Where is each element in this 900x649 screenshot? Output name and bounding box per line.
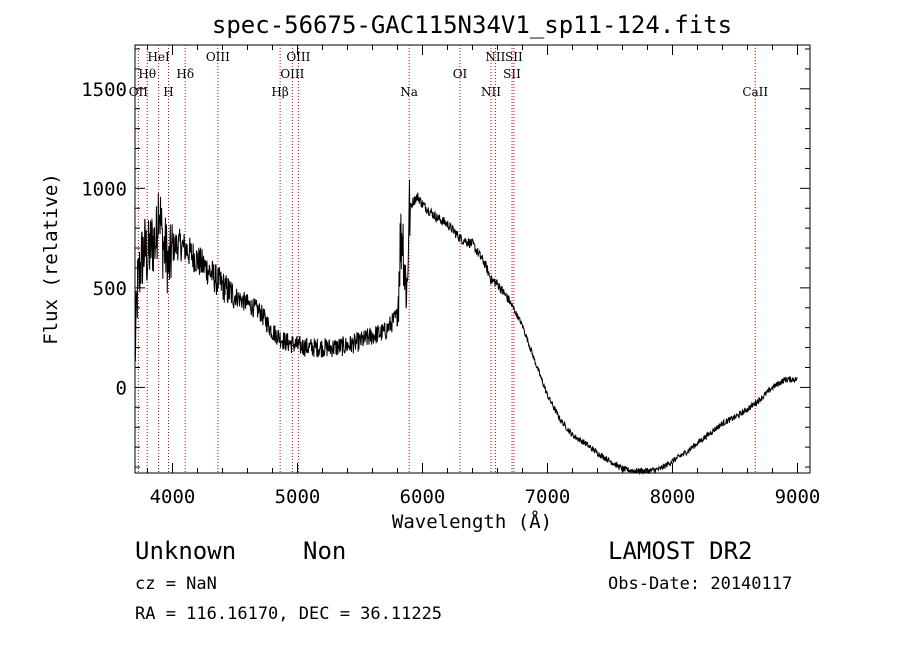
line-label-5: OIII	[206, 50, 230, 64]
x-tick-label-1: 5000	[275, 486, 321, 508]
y-tick-label-3: 1500	[81, 79, 127, 101]
object-class: Unknown	[135, 537, 236, 565]
y-tick-label-2: 1000	[81, 178, 127, 200]
line-label-11: NII	[481, 85, 501, 99]
coordinates-text: RA = 116.16170, DEC = 36.11225	[135, 604, 442, 624]
obs-date-text: Obs-Date: 20140117	[608, 574, 792, 594]
line-label-1: Hθ	[138, 67, 156, 81]
line-label-3: H	[163, 85, 173, 99]
line-label-13: SII	[503, 67, 521, 81]
y-tick-label-0: 0	[116, 377, 127, 399]
y-tick-label-1: 500	[93, 278, 127, 300]
spectrum-series	[134, 179, 798, 476]
line-markers: OIIHθHeIHHδOIIIHβOIIIOIIINaOINIINIISIISI…	[129, 45, 768, 473]
survey-name: LAMOST DR2	[608, 537, 753, 565]
x-axis-title: Wavelength (Å)	[392, 510, 552, 533]
line-label-14: SII	[505, 50, 523, 64]
plot-frame	[134, 44, 811, 474]
line-label-15: CaII	[742, 85, 768, 99]
axis-ticks: 4000 5000 6000 7000 8000 9000 0 500 1000 1500	[81, 45, 820, 508]
chart-title: spec-56675-GAC115N34V1_sp11-124.fits	[212, 11, 732, 39]
y-axis-title: Flux (relative)	[40, 173, 62, 345]
line-label-2: HeI	[147, 50, 170, 64]
line-label-7: OIII	[280, 67, 304, 81]
spectrum-line	[134, 179, 798, 476]
line-label-4: Hδ	[176, 67, 194, 81]
x-tick-label-2: 6000	[400, 486, 446, 508]
line-label-9: Na	[400, 85, 418, 99]
x-tick-label-5: 9000	[775, 486, 821, 508]
line-label-6: Hβ	[271, 85, 288, 99]
line-label-0: OII	[129, 85, 149, 99]
line-label-12: NII	[485, 50, 505, 64]
x-tick-label-3: 7000	[525, 486, 571, 508]
object-subclass: Non	[303, 537, 346, 565]
x-tick-label-0: 4000	[150, 486, 196, 508]
plot-area: OIIHθHeIHHδOIIIHβOIIIOIIINaOINIINIISIISI…	[81, 44, 820, 508]
x-tick-label-4: 8000	[650, 486, 696, 508]
line-label-10: OI	[453, 67, 468, 81]
line-label-8: OIII	[286, 50, 310, 64]
redshift-text: cz = NaN	[135, 574, 217, 594]
